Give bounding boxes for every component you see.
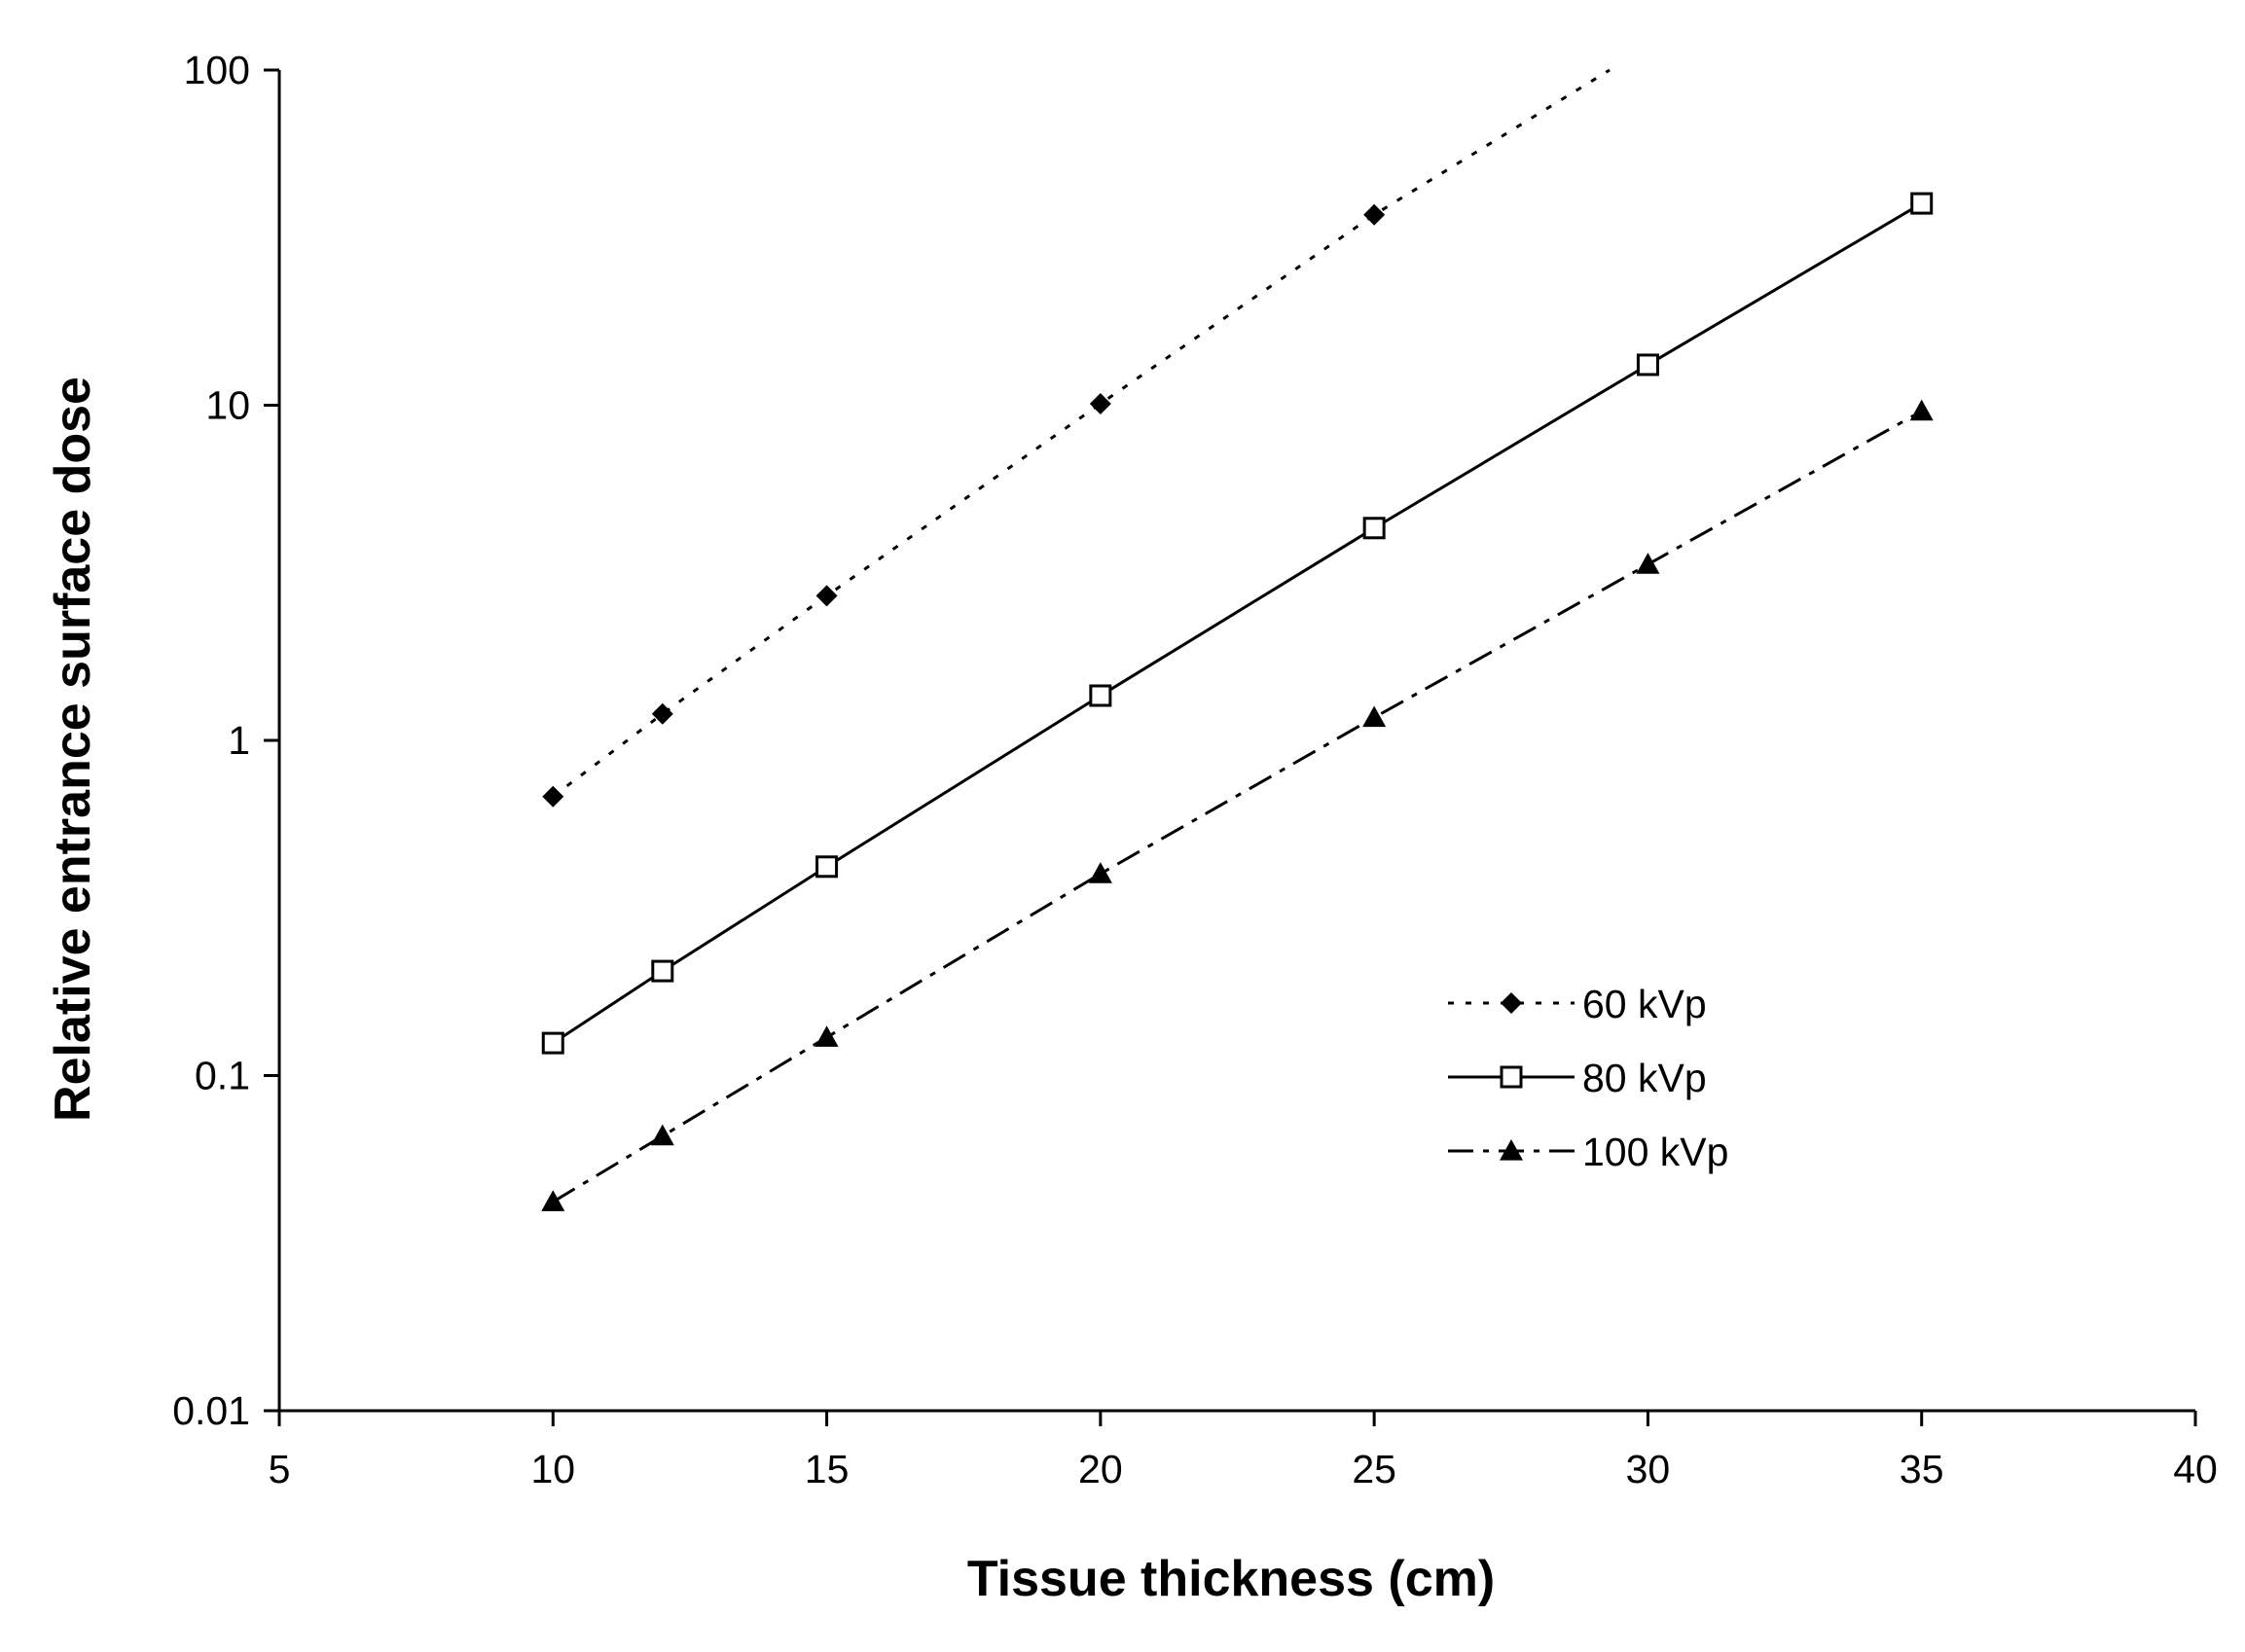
series-line-60-kvp — [552, 68, 1611, 798]
legend-marker-60-kvp — [1501, 992, 1522, 1014]
series-line-100-kvp — [552, 410, 1923, 1203]
data-point-80-kvp — [815, 855, 839, 879]
x-tick-label: 20 — [1078, 1447, 1123, 1491]
data-point-80-kvp — [541, 1031, 564, 1055]
plot-lines — [552, 68, 1923, 1203]
data-point-100-kvp — [650, 1124, 674, 1146]
data-point-60-kvp — [815, 585, 838, 607]
legend-marker-80-kvp — [1500, 1065, 1523, 1089]
data-point-80-kvp — [1636, 353, 1659, 377]
y-tick-label: 100 — [184, 48, 250, 92]
x-tick-label: 25 — [1352, 1447, 1396, 1491]
legend-marker-100-kvp — [1500, 1139, 1523, 1161]
data-point-100-kvp — [541, 1190, 565, 1211]
data-point-60-kvp — [1089, 393, 1111, 415]
data-point-80-kvp — [1910, 192, 1934, 215]
data-point-100-kvp — [1636, 553, 1660, 574]
data-point-60-kvp — [1363, 203, 1386, 226]
legend-label-60-kvp: 60 kVp — [1582, 982, 1707, 1026]
x-tick-label: 15 — [805, 1447, 850, 1491]
x-tick-label: 35 — [1900, 1447, 1944, 1491]
x-tick-label: 40 — [2173, 1447, 2218, 1491]
data-point-100-kvp — [1362, 705, 1387, 728]
x-tick-label: 10 — [530, 1447, 575, 1491]
y-tick-label: 1 — [228, 718, 250, 763]
data-point-100-kvp — [815, 1025, 839, 1047]
data-point-80-kvp — [1089, 684, 1112, 707]
data-point-60-kvp — [651, 702, 673, 725]
data-point-100-kvp — [1088, 862, 1112, 883]
legend-label-100-kvp: 100 kVp — [1582, 1130, 1728, 1174]
plot-markers — [541, 192, 1934, 1211]
data-point-100-kvp — [1909, 399, 1934, 421]
data-point-60-kvp — [542, 785, 564, 808]
legend: 60 kVp 80 kVp 100 kVp — [1448, 982, 1728, 1174]
y-tick-label: 0.01 — [172, 1388, 250, 1433]
series-line-80-kvp — [552, 201, 1923, 1045]
x-axis-title: Tissue thickness (cm) — [967, 1551, 1495, 1607]
data-point-80-kvp — [1362, 517, 1386, 540]
y-axis-title: Relative entrance surface dose — [45, 377, 101, 1122]
y-tick-label: 10 — [205, 383, 250, 428]
y-tick-label: 0.1 — [195, 1054, 250, 1098]
axes: 5 10 15 20 25 30 35 40 0.01 0.1 1 10 100 — [172, 48, 2218, 1491]
legend-label-80-kvp: 80 kVp — [1582, 1056, 1707, 1100]
x-tick-label: 5 — [269, 1447, 291, 1491]
x-tick-label: 30 — [1626, 1447, 1671, 1491]
data-point-80-kvp — [651, 959, 674, 983]
